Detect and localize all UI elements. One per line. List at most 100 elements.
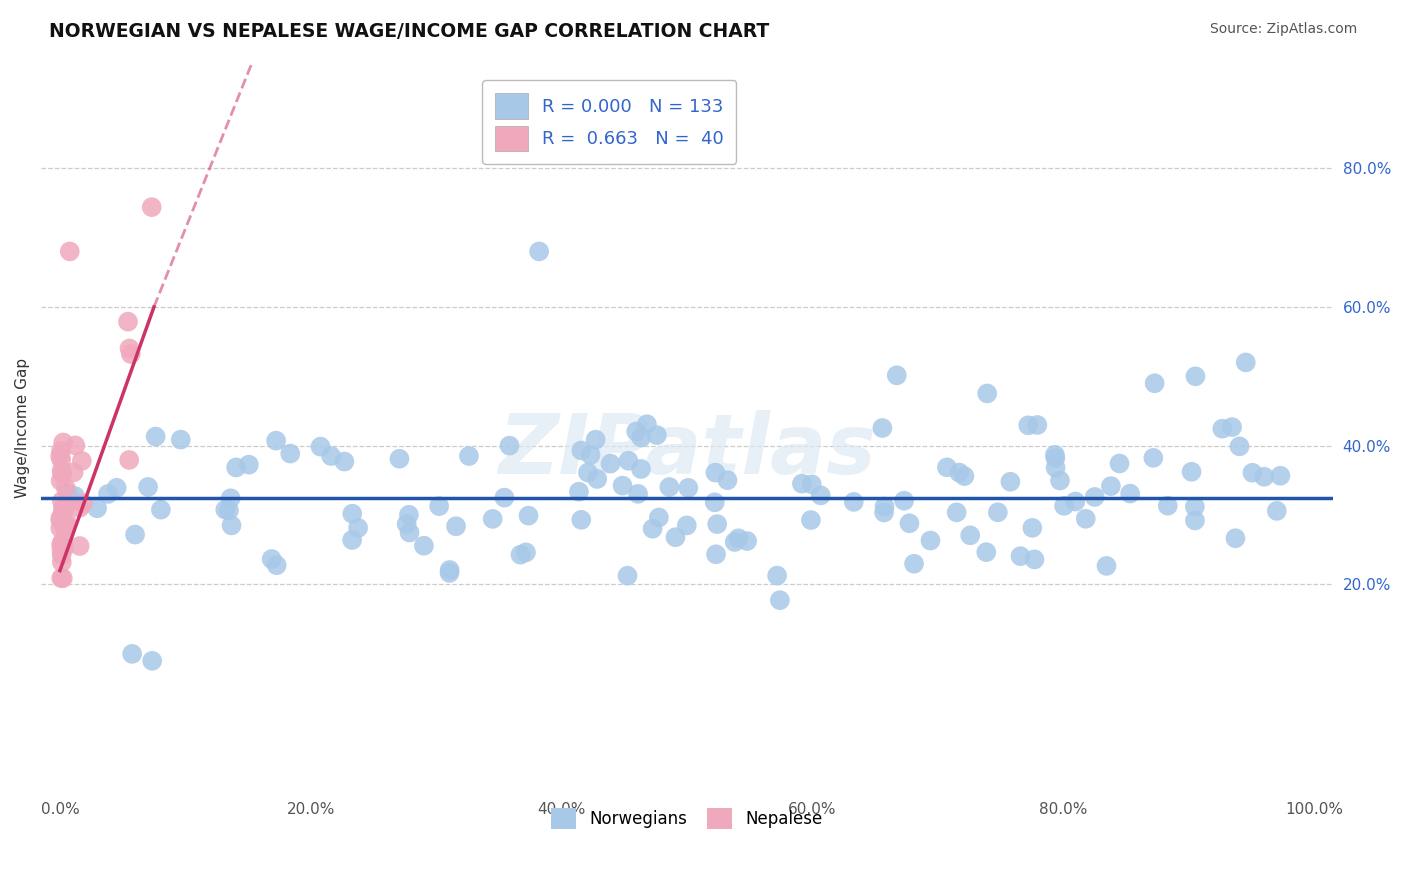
Point <box>675 518 697 533</box>
Point <box>55 514 77 528</box>
Point <box>70 454 93 468</box>
Point <box>1119 486 1142 500</box>
Point <box>219 491 242 506</box>
Point <box>347 521 370 535</box>
Point <box>1241 466 1264 480</box>
Point <box>145 429 167 443</box>
Point <box>1024 552 1046 566</box>
Point <box>1099 479 1122 493</box>
Point <box>51 535 73 549</box>
Point <box>636 417 658 432</box>
Point <box>225 460 247 475</box>
Point <box>398 508 420 522</box>
Point <box>716 473 738 487</box>
Point <box>238 458 260 472</box>
Point <box>439 563 461 577</box>
Point <box>735 534 758 549</box>
Point <box>920 533 942 548</box>
Point <box>576 466 599 480</box>
Point <box>976 386 998 401</box>
Point <box>120 347 142 361</box>
Text: Source: ZipAtlas.com: Source: ZipAtlas.com <box>1209 22 1357 37</box>
Point <box>706 517 728 532</box>
Point <box>569 443 592 458</box>
Point <box>935 460 957 475</box>
Point <box>515 545 537 559</box>
Point <box>439 566 461 580</box>
Point <box>266 558 288 573</box>
Point <box>49 510 72 524</box>
Point <box>49 521 72 535</box>
Point <box>51 555 73 569</box>
Point <box>569 513 592 527</box>
Legend: Norwegians, Nepalese: Norwegians, Nepalese <box>544 802 830 835</box>
Point <box>586 472 609 486</box>
Point <box>987 505 1010 519</box>
Point <box>388 451 411 466</box>
Point <box>141 200 163 214</box>
Point <box>170 433 193 447</box>
Point <box>264 434 287 448</box>
Point <box>1157 499 1180 513</box>
Point <box>51 464 73 478</box>
Point <box>149 502 172 516</box>
Point <box>568 484 591 499</box>
Point <box>105 481 128 495</box>
Point <box>481 512 503 526</box>
Point <box>790 476 813 491</box>
Point <box>427 499 450 513</box>
Point <box>260 552 283 566</box>
Point <box>53 521 76 535</box>
Point <box>616 568 638 582</box>
Point <box>1045 460 1067 475</box>
Point <box>53 519 76 533</box>
Point <box>1049 474 1071 488</box>
Point <box>86 501 108 516</box>
Point <box>842 495 865 509</box>
Point <box>627 487 650 501</box>
Point <box>1026 417 1049 432</box>
Point <box>898 516 921 531</box>
Point <box>444 519 467 533</box>
Point <box>214 502 236 516</box>
Point <box>953 469 976 483</box>
Point <box>342 507 364 521</box>
Point <box>498 439 520 453</box>
Point <box>630 431 652 445</box>
Point <box>340 533 363 547</box>
Point <box>873 505 896 519</box>
Point <box>141 654 163 668</box>
Point <box>1180 465 1202 479</box>
Point <box>333 454 356 468</box>
Point <box>873 500 896 514</box>
Point <box>1074 512 1097 526</box>
Point <box>948 466 970 480</box>
Point <box>55 518 77 533</box>
Point <box>612 478 634 492</box>
Point <box>49 513 72 527</box>
Point <box>49 474 72 488</box>
Point <box>1045 450 1067 465</box>
Point <box>1234 355 1257 369</box>
Point <box>309 440 332 454</box>
Point <box>136 480 159 494</box>
Point <box>624 425 647 439</box>
Point <box>1253 469 1275 483</box>
Point <box>117 315 139 329</box>
Point <box>585 433 607 447</box>
Text: ZIPatlas: ZIPatlas <box>498 409 876 491</box>
Point <box>118 453 141 467</box>
Point <box>1095 558 1118 573</box>
Point <box>658 480 681 494</box>
Point <box>664 530 686 544</box>
Point <box>1225 531 1247 545</box>
Point <box>97 487 120 501</box>
Y-axis label: Wage/Income Gap: Wage/Income Gap <box>15 359 30 499</box>
Point <box>1142 450 1164 465</box>
Point <box>945 505 967 519</box>
Point <box>1021 521 1043 535</box>
Point <box>704 466 727 480</box>
Point <box>648 510 671 524</box>
Point <box>703 495 725 509</box>
Point <box>55 481 77 495</box>
